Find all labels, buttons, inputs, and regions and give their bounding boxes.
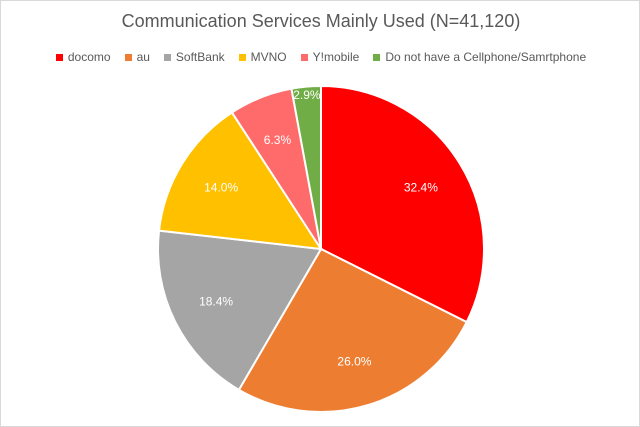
legend-label: MVNO (250, 50, 287, 64)
legend-label: Y!mobile (312, 50, 360, 64)
pie-slice (320, 84, 485, 324)
pie-slice (157, 111, 323, 251)
data-label: 6.3% (264, 133, 292, 147)
legend-label: SoftBank (175, 50, 225, 64)
pie-slice (157, 229, 323, 392)
pie-slice (290, 84, 322, 250)
data-label: 32.4% (404, 180, 438, 194)
legend-swatch (55, 53, 63, 61)
chart-title: Communication Services Mainly Used (N=41… (121, 11, 521, 31)
legend-label: Do not have a Cellphone/Samrtphone (385, 50, 587, 64)
data-label: 18.4% (199, 295, 233, 309)
legend-item: MVNO (238, 50, 287, 64)
legend-item: SoftBank (163, 50, 225, 64)
legend-label: au (136, 50, 150, 64)
legend-swatch (238, 53, 246, 61)
legend: docomo au SoftBank MVNO Y!mobile Do not have … (1, 50, 639, 64)
legend-item: Y!mobile (300, 50, 360, 64)
legend-item: Do not have a Cellphone/Samrtphone (373, 50, 586, 64)
legend-swatch (124, 53, 132, 61)
data-label: 2.9% (293, 88, 321, 102)
legend-swatch (300, 53, 308, 61)
data-label: 14.0% (204, 180, 238, 194)
legend-swatch (163, 53, 171, 61)
legend-item: docomo (55, 50, 111, 64)
legend-label: docomo (67, 50, 111, 64)
data-label: 26.0% (337, 354, 371, 368)
pie-slice (237, 247, 469, 413)
legend-swatch (373, 53, 381, 61)
legend-item: au (124, 50, 150, 64)
